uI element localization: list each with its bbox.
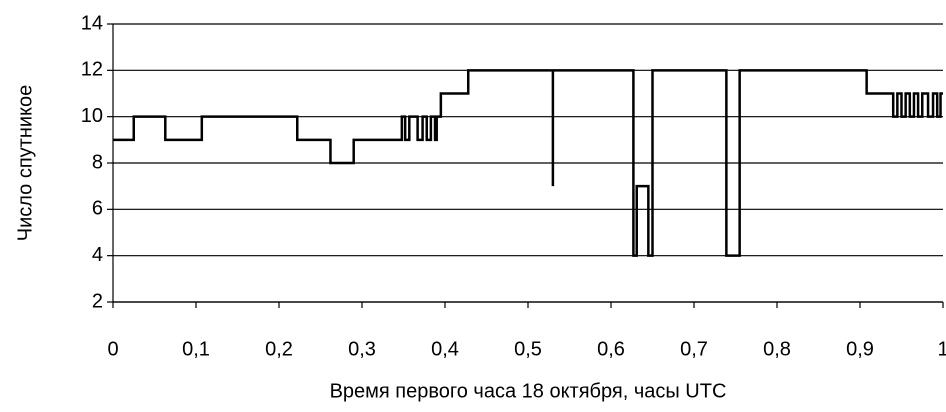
y-tick-label: 12	[81, 59, 103, 81]
x-tick-label: 0,2	[265, 338, 293, 360]
y-tick-label: 2	[92, 290, 103, 312]
y-tick-label: 4	[92, 244, 103, 266]
x-tick-label: 0,7	[680, 338, 708, 360]
y-tick-label: 6	[92, 198, 103, 220]
x-tick-label: 0,4	[431, 338, 459, 360]
x-tick-label: 0,6	[597, 338, 625, 360]
y-tick-label: 10	[81, 105, 103, 127]
y-axis-label: Число спутникое	[14, 85, 36, 242]
x-tick-label: 0,9	[846, 338, 874, 360]
x-tick-label: 0,1	[182, 338, 210, 360]
x-tick-label: 0,3	[348, 338, 376, 360]
x-tick-label: 0,5	[514, 338, 542, 360]
x-tick-label: 0	[107, 338, 118, 360]
x-axis-label: Время первого часа 18 октября, часы UTC	[330, 380, 727, 402]
y-tick-label: 8	[92, 151, 103, 173]
x-tick-label: 0,8	[763, 338, 791, 360]
x-tick-label: 1	[937, 338, 946, 360]
y-tick-label: 14	[81, 12, 103, 34]
data-line	[113, 69, 943, 257]
